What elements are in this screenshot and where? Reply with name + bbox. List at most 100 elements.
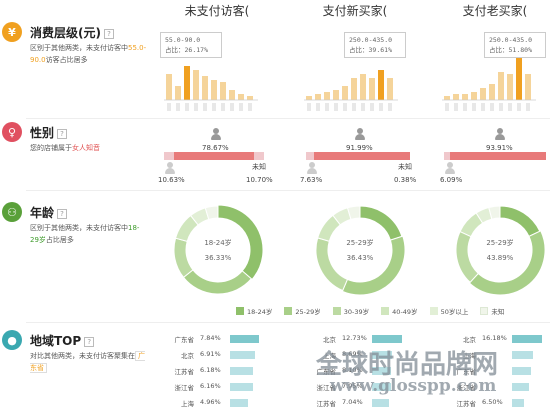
price-axis-tick <box>379 103 383 111</box>
region-name: 浙江省 <box>456 384 477 392</box>
region-bar <box>230 383 253 391</box>
donut-slice <box>315 237 349 292</box>
region-name: 上海 <box>181 400 194 408</box>
location-pin-icon: ● <box>2 330 22 350</box>
male-pct: 6.09% <box>440 176 463 184</box>
gender-bar-female <box>450 152 546 160</box>
unknown-pct: 10.70% <box>246 176 273 184</box>
female-person-icon <box>494 128 506 140</box>
price-axis-tick <box>472 103 476 111</box>
male-person-icon <box>444 162 456 174</box>
unknown-pct: 0.38% <box>394 176 417 184</box>
region-bar <box>372 399 389 407</box>
female-person-icon <box>354 128 366 140</box>
price-bar <box>489 84 495 100</box>
region-row: 北京 12.73% <box>296 334 416 344</box>
price-axis-tick <box>490 103 494 111</box>
male-pct: 10.63% <box>158 176 185 184</box>
male-person-icon <box>164 162 176 174</box>
price-bar <box>525 74 531 100</box>
region-row: 上海 8.69% <box>296 350 416 360</box>
region-value: 7.84% <box>200 334 221 342</box>
region-bar <box>512 383 529 391</box>
price-axis-tick <box>194 103 198 111</box>
price-axis-tick <box>248 103 252 111</box>
column-header-unpaid-visitors: 未支付访客( <box>184 4 250 18</box>
region-name: 北京 <box>463 336 476 344</box>
section-divider <box>26 190 550 191</box>
section-divider <box>26 322 550 323</box>
price-bar <box>193 70 199 100</box>
region-bar <box>372 335 402 343</box>
donut-slice <box>204 205 219 220</box>
donut-slice <box>468 230 546 296</box>
donut-slice <box>341 235 406 296</box>
price-bar <box>229 90 235 100</box>
legend-item[interactable]: 25-29岁 <box>284 306 321 316</box>
legend-item[interactable]: 40-49岁 <box>381 306 418 316</box>
legend-item[interactable]: 未知 <box>480 306 504 316</box>
region-row: 北京 6.91% <box>154 350 274 360</box>
region-name: 江苏省 <box>174 368 195 376</box>
region-name: 广东省 <box>174 336 195 344</box>
age-donut-charts: 18-24岁 36.33% 25-29岁 36.43% 25-29岁 43.89% <box>173 204 546 296</box>
watermark-text: 全球时尚品牌网 <box>316 350 499 380</box>
region-bar <box>512 367 531 375</box>
region-value: 8.69% <box>342 350 363 358</box>
price-bar <box>247 96 253 100</box>
age-section-desc: 区别于其他两类，未支付访客中18-29岁占比居多 <box>30 224 140 244</box>
donut-slice <box>182 269 253 295</box>
price-axis-tick <box>212 103 216 111</box>
price-bar <box>211 80 217 100</box>
donut-slice <box>359 205 403 241</box>
price-bar <box>238 94 244 100</box>
region-row: 广东省 <box>436 366 550 376</box>
price-axis-tick <box>325 103 329 111</box>
region-bar <box>512 399 524 407</box>
legend-item[interactable]: 18-24岁 <box>236 306 272 316</box>
region-row: 北京 16.18% <box>436 334 550 344</box>
price-bar <box>315 94 321 100</box>
price-bar <box>324 92 330 100</box>
region-section-desc: 对比其他两类，未支付访客聚集在 广东省 <box>30 351 145 373</box>
gender-bar-female <box>174 152 254 160</box>
help-icon[interactable]: ? <box>57 128 68 139</box>
price-bar <box>166 74 172 100</box>
column-header-returning-buyers: 支付老买家( <box>462 4 528 18</box>
donut-slice <box>346 205 361 220</box>
price-bar <box>444 96 450 100</box>
price-tooltip: 250.0-435.0 占比：39.61% <box>344 32 406 58</box>
price-axis-tick <box>185 103 189 111</box>
region-bar <box>230 367 253 375</box>
price-axis-tick <box>508 103 512 111</box>
region-name: 广东省 <box>456 368 477 376</box>
region-value: 7.95% <box>342 382 363 390</box>
price-bar <box>175 86 181 100</box>
price-axis-tick <box>445 103 449 111</box>
price-axis-tick <box>221 103 225 111</box>
donut-center-value: 43.89% <box>487 254 514 262</box>
region-bar <box>372 367 391 375</box>
help-icon[interactable]: ? <box>84 336 95 347</box>
legend-item[interactable]: 30-39岁 <box>332 306 369 316</box>
help-icon[interactable]: ? <box>57 208 68 219</box>
region-row: 浙江省 6.16% <box>154 382 274 392</box>
price-bar <box>369 78 375 100</box>
female-person-icon <box>210 128 222 140</box>
region-value: 12.73% <box>342 334 367 342</box>
price-bar-chart <box>164 58 536 111</box>
price-bar <box>471 92 477 100</box>
legend-item[interactable]: 50岁以上 <box>429 306 468 316</box>
price-axis-tick <box>517 103 521 111</box>
region-bar <box>372 351 392 359</box>
column-header-new-buyers: 支付新买家( <box>322 4 388 18</box>
region-row: 江苏省 6.18% <box>154 366 274 376</box>
price-axis-tick <box>352 103 356 111</box>
price-bar <box>462 94 468 100</box>
female-pct: 91.99% <box>346 144 373 152</box>
price-bar <box>498 72 504 100</box>
price-tooltip: 55.0-90.0 占比：26.17% <box>160 32 222 58</box>
help-icon[interactable]: ? <box>103 28 114 39</box>
gender-bar-male <box>306 152 314 160</box>
price-bar <box>306 96 312 100</box>
